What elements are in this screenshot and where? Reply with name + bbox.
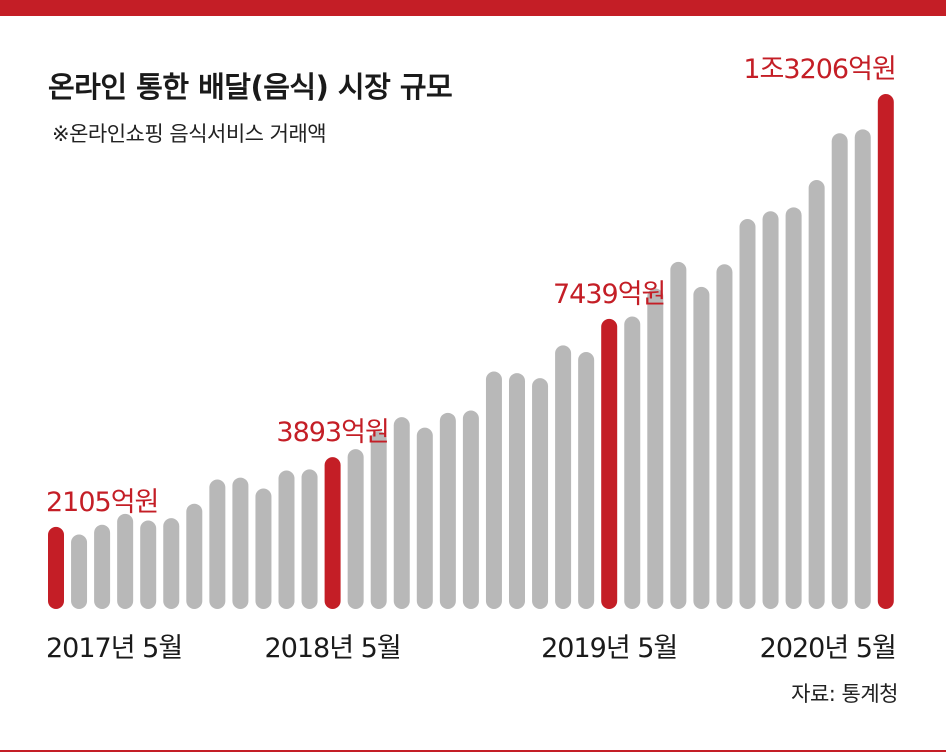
bar-highlight: [877, 94, 894, 609]
bar: [532, 378, 549, 609]
bar: [509, 373, 525, 609]
top-accent-bar: [0, 0, 946, 16]
bar: [347, 449, 364, 609]
bar: [94, 524, 111, 609]
data-label: 1조3206억원: [743, 54, 895, 85]
data-label: 3893억원: [276, 417, 388, 448]
x-tick-label: 2018년 5월: [265, 633, 401, 664]
bar: [278, 470, 295, 609]
bar: [117, 513, 134, 609]
bar: [670, 261, 687, 609]
bar: [716, 264, 733, 609]
bar: [71, 534, 88, 609]
bar-highlight: [48, 526, 64, 609]
bar: [693, 286, 710, 609]
bar: [555, 345, 572, 609]
bar: [393, 417, 410, 609]
bar: [163, 518, 180, 609]
bar: [232, 477, 249, 609]
bar-highlight: [601, 318, 618, 609]
bar-highlight: [324, 457, 341, 609]
x-tick-label: 2017년 5월: [46, 633, 182, 664]
bar: [186, 503, 203, 609]
data-label: 2105억원: [46, 487, 158, 518]
bar: [255, 488, 272, 609]
bar: [416, 427, 433, 609]
bar: [785, 207, 802, 609]
bar: [439, 412, 456, 609]
data-label: 7439억원: [553, 279, 665, 310]
bar: [624, 316, 641, 609]
x-tick-label: 2020년 5월: [760, 633, 896, 664]
bar: [739, 219, 756, 609]
bar: [647, 288, 664, 609]
bar: [301, 469, 318, 609]
bar: [831, 133, 848, 610]
bar: [370, 431, 387, 609]
bar: [140, 520, 157, 609]
bar: [485, 371, 502, 609]
bar: [808, 180, 825, 609]
bar: [462, 410, 479, 609]
chart-title: 온라인 통한 배달(음식) 시장 규모: [48, 70, 453, 104]
source-note: 자료: 통계청: [791, 682, 898, 706]
bar: [762, 211, 779, 610]
bottom-rule: [0, 750, 946, 752]
bar: [854, 129, 871, 609]
x-tick-label: 2019년 5월: [541, 633, 677, 664]
bar: [209, 479, 226, 609]
chart-subtitle: ※온라인쇼핑 음식서비스 거래액: [52, 122, 327, 146]
bar: [578, 352, 595, 609]
